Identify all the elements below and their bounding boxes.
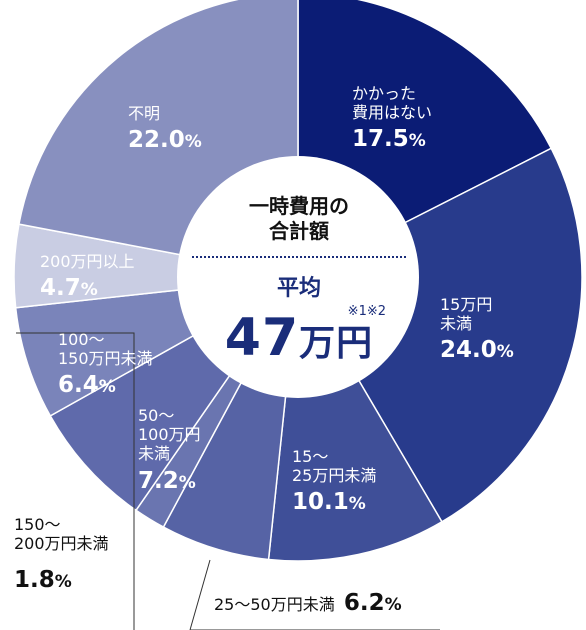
center-average-value: 47万円 bbox=[188, 308, 410, 368]
center-value-number: 47 bbox=[224, 308, 300, 368]
percent-sign: % bbox=[80, 280, 98, 301]
center-value-unit: 万円 bbox=[299, 323, 374, 364]
slice-label-unknown: 不明 22.0% bbox=[128, 104, 202, 155]
slice-value: 4.7% bbox=[40, 275, 98, 302]
slice-name: 不明 bbox=[128, 104, 161, 123]
slice-label-100-150: 100～ 150万円未満 6.4% bbox=[58, 330, 153, 400]
slice-label-200-over: 200万円以上 4.7% bbox=[40, 252, 135, 303]
slice-label-under-15: 15万円 未満 24.0% bbox=[440, 295, 514, 365]
leader-line-150-200 bbox=[16, 332, 135, 630]
slice-value: 6.4% bbox=[58, 372, 116, 399]
slice-value: 17.5% bbox=[352, 126, 426, 153]
percent-sign: % bbox=[348, 494, 366, 515]
percent-sign: % bbox=[384, 595, 402, 615]
percent-sign: % bbox=[54, 572, 72, 593]
center-average-label: 平均 bbox=[276, 276, 321, 301]
percent-sign: % bbox=[184, 132, 202, 153]
center-summary: 一時費用の 合計額 平均 ※1※2 47万円 bbox=[188, 176, 410, 396]
slice-label-15-25: 15～ 25万円未満 10.1% bbox=[292, 447, 376, 517]
center-footnote-mark: ※1※2 bbox=[347, 304, 386, 319]
center-dotted-divider bbox=[192, 256, 406, 258]
slice-name: 50～ 100万円 未満 bbox=[138, 406, 201, 464]
center-title: 一時費用の 合計額 bbox=[249, 194, 349, 243]
slice-name: 15～ 25万円未満 bbox=[292, 447, 377, 486]
slice-label-150-200: 150～ 200万円未満 1.8% bbox=[14, 515, 109, 595]
slice-name: 25～50万円未満 bbox=[214, 595, 335, 614]
percent-sign: % bbox=[178, 472, 196, 493]
slice-name: かかった 費用はない bbox=[352, 84, 433, 123]
slice-name: 15万円 未満 bbox=[440, 295, 493, 334]
slice-value: 7.2% bbox=[138, 467, 196, 494]
slice-value: 24.0% bbox=[440, 337, 514, 364]
slice-value: 6.2% bbox=[343, 590, 402, 616]
slice-value: 22.0% bbox=[128, 127, 202, 154]
percent-sign: % bbox=[98, 377, 116, 398]
slice-label-25-50: 25～50万円未満 6.2% bbox=[214, 590, 402, 618]
leader-line-25-50 bbox=[189, 559, 211, 630]
slice-label-no-cost: かかった 費用はない 17.5% bbox=[352, 84, 432, 154]
slice-value: 10.1% bbox=[292, 489, 366, 516]
percent-sign: % bbox=[496, 342, 514, 363]
slice-name: 200万円以上 bbox=[40, 252, 135, 271]
center-circle bbox=[177, 156, 419, 398]
slice-name: 150～ 200万円未満 bbox=[14, 515, 109, 554]
percent-sign: % bbox=[408, 131, 426, 152]
slice-value: 1.8% bbox=[14, 567, 72, 594]
slice-name: 100～ 150万円未満 bbox=[58, 330, 153, 369]
slice-label-50-100: 50～ 100万円 未満 7.2% bbox=[138, 406, 201, 495]
